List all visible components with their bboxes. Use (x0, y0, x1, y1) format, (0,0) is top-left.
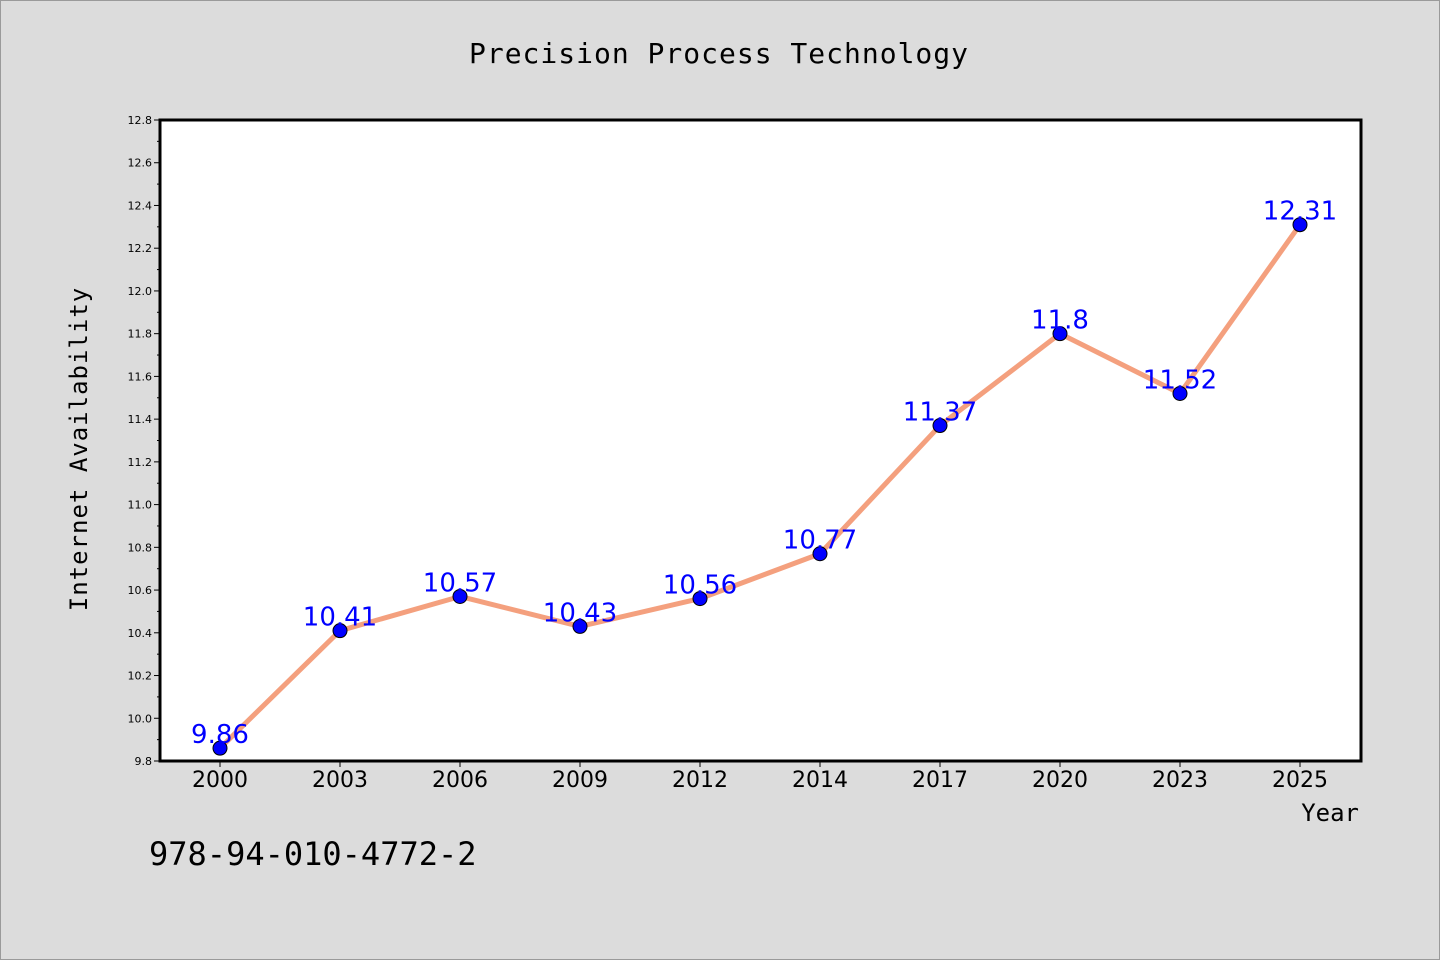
chart-title: Precision Process Technology (469, 37, 969, 70)
x-axis: 2000 2003 2006 2009 2012 2014 2017 2020 2023 2025 (192, 761, 1328, 793)
y-tick-label: 11.6 (128, 370, 153, 383)
y-tick-label: 10.6 (128, 584, 153, 597)
data-labels: 9.86 10.41 10.57 10.43 10.56 10.77 11.37 11.8 11… (191, 197, 1337, 750)
data-point (452, 588, 468, 604)
x-tick-label: 2000 (192, 768, 248, 793)
x-tick-label: 2023 (1152, 768, 1208, 793)
data-label: 10.57 (423, 568, 497, 598)
data-point (692, 591, 708, 607)
data-label: 11.52 (1143, 365, 1217, 395)
data-label: 11.8 (1031, 306, 1089, 336)
x-tick-label: 2012 (672, 768, 728, 793)
data-point (1052, 326, 1068, 342)
data-label: 10.43 (543, 598, 617, 628)
y-tick-label: 12.2 (128, 242, 153, 255)
data-point (332, 623, 348, 639)
data-markers (212, 217, 1308, 756)
annotation-text: 978-94-010-4772-2 (149, 835, 477, 873)
y-tick-label: 10.8 (128, 541, 153, 554)
y-tick-label: 12.6 (128, 157, 153, 170)
data-point (932, 418, 948, 434)
x-tick-label: 2014 (792, 768, 848, 793)
y-tick-label: 12.4 (128, 199, 153, 212)
data-point (1172, 385, 1188, 401)
x-tick-label: 2025 (1272, 768, 1328, 793)
x-tick-label: 2020 (1032, 768, 1088, 793)
y-tick-label: 11.0 (128, 499, 153, 512)
plot-area (158, 118, 1363, 763)
y-axis-label: Internet Availability (65, 287, 93, 611)
data-point (212, 740, 228, 756)
y-tick-label: 12.8 (128, 114, 153, 127)
y-tick-label: 10.0 (128, 712, 153, 725)
data-label: 12.31 (1263, 197, 1337, 227)
x-tick-label: 2009 (552, 768, 608, 793)
y-axis: 9.8 10.0 10.2 10.4 10.6 10.8 11.0 11.2 11.4 11.6 1… (128, 114, 160, 768)
x-tick-label: 2006 (432, 768, 488, 793)
data-point (812, 546, 828, 562)
data-point (572, 618, 588, 634)
y-tick-label: 10.2 (128, 670, 153, 683)
x-tick-label: 2017 (912, 768, 968, 793)
x-axis-label: Year (1301, 799, 1359, 827)
y-tick-label: 11.4 (128, 413, 153, 426)
y-tick-label: 10.4 (128, 627, 153, 640)
y-tick-label: 11.8 (128, 328, 153, 341)
data-label: 10.56 (663, 571, 737, 601)
y-tick-label: 12.0 (128, 285, 153, 298)
data-label: 9.86 (191, 720, 249, 750)
data-label: 10.77 (783, 526, 857, 556)
y-tick-label: 11.2 (128, 456, 153, 469)
series-line (218, 223, 1303, 750)
data-label: 11.37 (903, 398, 977, 428)
y-tick-label: 9.8 (135, 755, 153, 768)
data-label: 10.41 (303, 603, 377, 633)
data-point (1292, 217, 1308, 233)
x-tick-label: 2003 (312, 768, 368, 793)
